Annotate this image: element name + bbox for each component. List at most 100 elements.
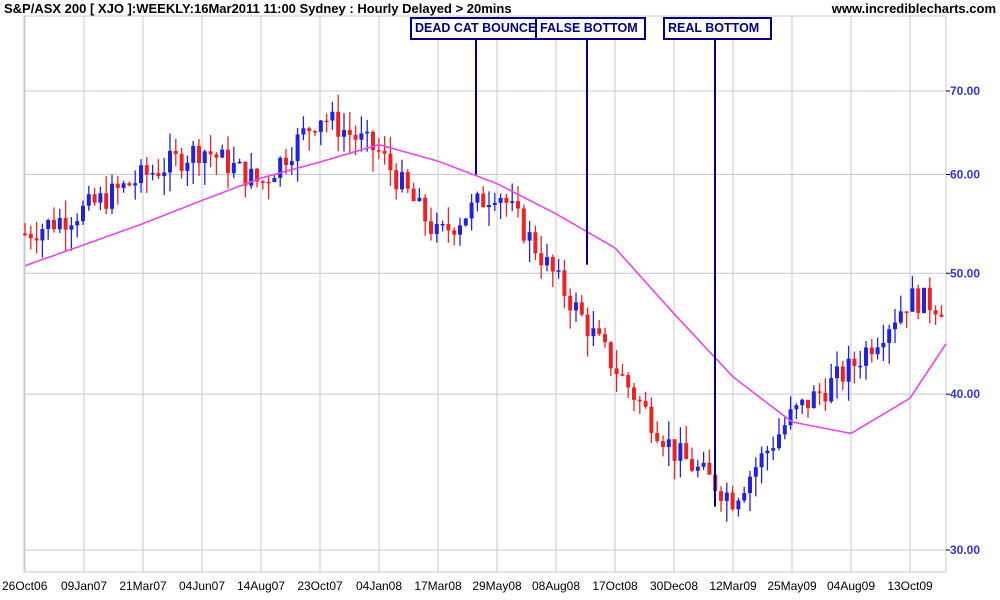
candle-body — [458, 225, 462, 235]
candle-body — [81, 205, 85, 222]
candle-body — [173, 150, 178, 154]
candle-body — [52, 220, 56, 230]
site-url[interactable]: www.incrediblecharts.com — [831, 1, 996, 16]
candle-body — [829, 378, 834, 402]
candle-body — [336, 111, 341, 137]
candle-body — [730, 492, 735, 510]
x-axis: 26Oct06 09Jan07 21Mar07 04Jun07 14Aug07 23Oct… — [2, 579, 933, 593]
candle-body — [214, 154, 219, 158]
candle-body — [643, 400, 648, 407]
candle-body — [365, 131, 370, 134]
moving-average — [24, 143, 947, 435]
candle-body — [23, 233, 27, 236]
candle-body — [806, 399, 810, 408]
candle-body — [313, 131, 317, 133]
candle-body — [226, 149, 230, 174]
candle-body — [34, 238, 39, 241]
candle-body — [168, 150, 172, 173]
candle-body — [579, 302, 584, 315]
candle-body — [272, 177, 277, 183]
x-tick-label: 21Mar07 — [119, 579, 167, 593]
candle-body — [318, 120, 323, 132]
candle-body — [626, 375, 631, 388]
y-tick-label: 50.00 — [950, 266, 980, 280]
candle-body — [28, 233, 33, 239]
candle-body — [463, 218, 468, 226]
candle-body — [133, 183, 138, 186]
candle-body — [898, 311, 903, 323]
candle-body — [603, 334, 607, 343]
candle-body — [550, 257, 555, 272]
x-tick-label: 12Mar09 — [709, 579, 757, 593]
candle-body — [591, 328, 596, 337]
candle-body — [307, 128, 312, 132]
candle-body — [98, 193, 103, 203]
x-tick-label: 08Aug08 — [532, 579, 580, 593]
x-tick-label: 14Aug07 — [237, 579, 285, 593]
candle-body — [777, 434, 781, 449]
candle-body — [278, 157, 283, 178]
candle-body — [678, 443, 683, 461]
candle-body — [887, 329, 892, 343]
x-tick-label: 09Jan07 — [61, 579, 107, 593]
candle-body — [533, 232, 538, 254]
candles — [23, 94, 944, 522]
candle-body — [817, 391, 822, 393]
candle-body — [208, 151, 213, 155]
annotation-label: FALSE BOTTOM — [535, 17, 646, 40]
candle-body — [144, 165, 149, 175]
candle-body — [632, 387, 636, 400]
plot-frame — [23, 15, 947, 573]
candle-body — [910, 288, 915, 312]
candle-body — [330, 111, 335, 121]
candle-body — [92, 194, 97, 203]
candle-body — [475, 193, 480, 203]
candle-body — [63, 218, 68, 230]
candle-body — [800, 399, 805, 406]
candle-body — [585, 314, 590, 337]
candle-body — [179, 153, 184, 171]
y-axis: 30.00 40.00 50.00 60.00 70.00 — [946, 84, 980, 557]
candle-body — [150, 173, 155, 175]
candle-body — [423, 197, 428, 222]
candle-body — [376, 150, 381, 152]
candle-body — [782, 425, 787, 435]
y-tick-label: 60.00 — [950, 168, 980, 182]
candle-body — [852, 358, 857, 367]
candle-body — [237, 161, 242, 164]
candle-body — [916, 288, 921, 313]
x-tick-label: 17Mar08 — [414, 579, 462, 593]
candle-body — [342, 130, 346, 137]
x-tick-label: 13Oct09 — [887, 579, 933, 593]
x-tick-label: 29May08 — [472, 579, 522, 593]
candle-body — [429, 221, 433, 234]
candle-body — [434, 223, 439, 234]
candle-body — [881, 342, 886, 348]
candle-body — [469, 202, 474, 219]
candle-body — [127, 183, 132, 186]
candle-body — [498, 197, 503, 203]
candle-body — [840, 366, 845, 382]
candle-body — [858, 365, 863, 368]
candle-body — [492, 202, 497, 205]
candle-body — [545, 257, 549, 266]
candle-body — [394, 170, 399, 190]
x-tick-label: 17Oct08 — [592, 579, 638, 593]
candle-body — [481, 193, 486, 208]
candle-body — [835, 366, 839, 379]
annotation-lines — [475, 36, 716, 507]
candle-body — [284, 157, 288, 166]
candle-body — [388, 153, 393, 171]
candle-body — [260, 181, 265, 183]
candle-body — [637, 399, 642, 402]
annotation-label: REAL BOTTOM — [663, 17, 772, 40]
candle-body — [359, 133, 364, 140]
candle-body — [574, 302, 578, 311]
candle-body — [939, 314, 944, 317]
x-tick-label: 26Oct06 — [2, 579, 48, 593]
candle-body — [724, 492, 729, 501]
candle-body — [811, 391, 816, 408]
candle-body — [614, 368, 619, 375]
x-tick-label: 04Jun07 — [179, 579, 225, 593]
